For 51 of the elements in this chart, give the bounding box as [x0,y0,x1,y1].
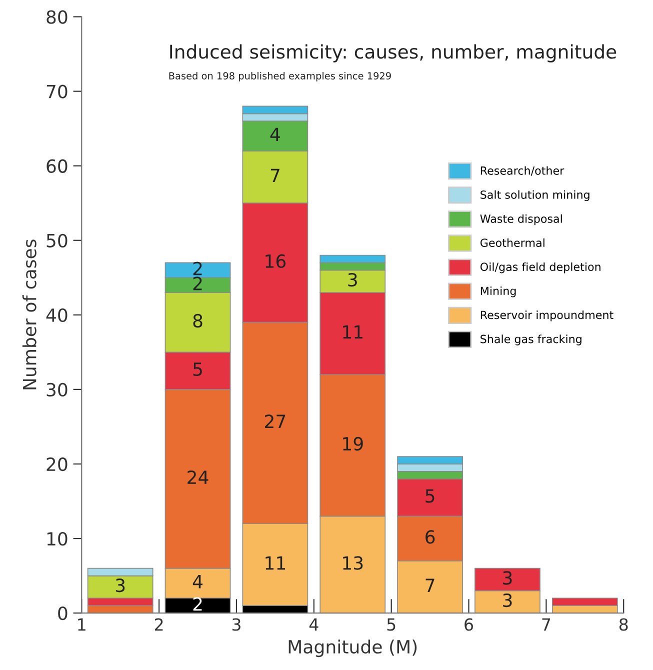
data-label: 4 [270,128,280,141]
data-label: 13 [343,556,363,570]
text: Based on 198 published examples since 1929 [169,72,391,82]
text: Induced seismicity: causes, number, magnitude [170,44,616,62]
data-label: 27 [265,414,286,428]
data-label: 11 [266,556,286,570]
legend-label: Geothermal [480,238,544,247]
legend-label: Salt solution mining [480,190,590,202]
y-tick-label: 20 [46,457,68,472]
y-tick-label: 10 [47,532,68,546]
x-tick-label: 8 [619,618,628,631]
legend-label: Reservoir impoundment [480,310,614,322]
data-label: 4 [192,575,202,588]
data-label: 3 [116,578,125,592]
data-label: 5 [193,362,202,376]
y-axis-title: Number of cases [22,240,36,390]
y-tick-label: 30 [46,382,68,397]
legend-label: Shale gas fracking [480,334,582,346]
data-label: 7 [426,578,434,592]
data-label: 19 [343,436,363,451]
data-label: 11 [343,325,362,339]
data-label: 24 [188,470,208,484]
legend-label: Mining [480,286,516,298]
data-label: 7 [270,168,280,182]
data-label: 3 [503,571,512,585]
x-tick-label: 5 [387,618,396,631]
y-tick-label: 60 [46,159,68,173]
data-label: 2 [193,276,202,290]
x-axis-title: Magnitude (M) [288,640,417,658]
y-tick-label: 40 [46,308,68,322]
legend-label: Oil/gas field depletion [480,262,600,274]
x-tick-label: 3 [232,618,240,631]
y-tick-label: 0 [58,606,68,620]
legend-label: Waste disposal [480,214,562,226]
y-tick-label: 70 [46,84,68,98]
x-tick-label: 4 [309,618,318,631]
y-tick-label: 80 [46,10,68,24]
legend-label: Research/other [480,166,564,176]
x-tick-label: 2 [154,618,163,631]
data-label: 16 [266,254,286,268]
data-label: 2 [193,262,202,276]
data-label: 3 [348,272,357,287]
data-label: 2 [193,597,202,611]
data-label: 6 [426,530,435,544]
x-tick-label: 7 [542,618,550,631]
x-tick-label: 1 [78,618,86,631]
data-label: 3 [503,593,512,608]
data-label: 8 [193,314,202,328]
x-tick-label: 6 [464,618,474,631]
y-tick-label: 50 [46,234,68,248]
data-label: 5 [426,489,434,503]
